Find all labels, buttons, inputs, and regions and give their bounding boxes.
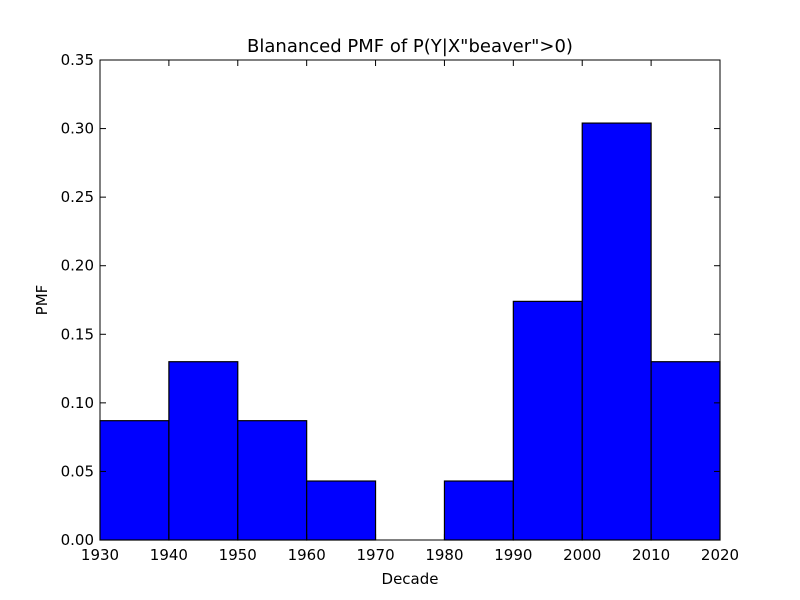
x-tick-label-2: 1950	[219, 546, 257, 564]
x-tick-label-0: 1930	[81, 546, 119, 564]
y-tick-label-6: 0.30	[61, 120, 94, 138]
plot-frame	[99, 59, 721, 541]
x-tick-label-8: 2010	[632, 546, 670, 564]
histogram-bar-7	[581, 122, 652, 541]
histogram-bar-6	[512, 300, 583, 541]
x-tick-label-3: 1960	[288, 546, 326, 564]
bars-group	[99, 122, 721, 541]
y-tick-label-3: 0.15	[61, 325, 94, 343]
chart-title: Blananced PMF of P(Y|X"beaver">0)	[247, 36, 573, 57]
x-tick-label-6: 1990	[494, 546, 532, 564]
x-tick-label-5: 1980	[425, 546, 463, 564]
x-tick-label-7: 2000	[563, 546, 601, 564]
histogram-bar-3	[306, 480, 377, 541]
x-tick-label-1: 1940	[150, 546, 188, 564]
histogram-bar-8	[650, 361, 721, 541]
y-tick-label-5: 0.25	[61, 188, 94, 206]
y-axis-label: PMF	[33, 285, 51, 316]
x-tick-label-9: 2020	[701, 546, 739, 564]
y-tick-label-0: 0.00	[61, 531, 94, 549]
histogram-bar-5	[443, 480, 514, 541]
y-tick-label-1: 0.05	[61, 462, 94, 480]
histogram-bar-0	[99, 420, 170, 541]
histogram-bar-2	[237, 420, 308, 541]
y-tick-label-4: 0.20	[61, 257, 94, 275]
histogram-bar-1	[168, 361, 239, 541]
y-tick-label-2: 0.10	[61, 394, 94, 412]
x-axis-label: Decade	[382, 570, 439, 588]
x-tick-label-4: 1970	[356, 546, 394, 564]
y-tick-label-7: 0.35	[61, 51, 94, 69]
ticks-group: 1930 1940 1950 1960 1970 1980 1990 2000 2010 2020…	[61, 51, 740, 564]
